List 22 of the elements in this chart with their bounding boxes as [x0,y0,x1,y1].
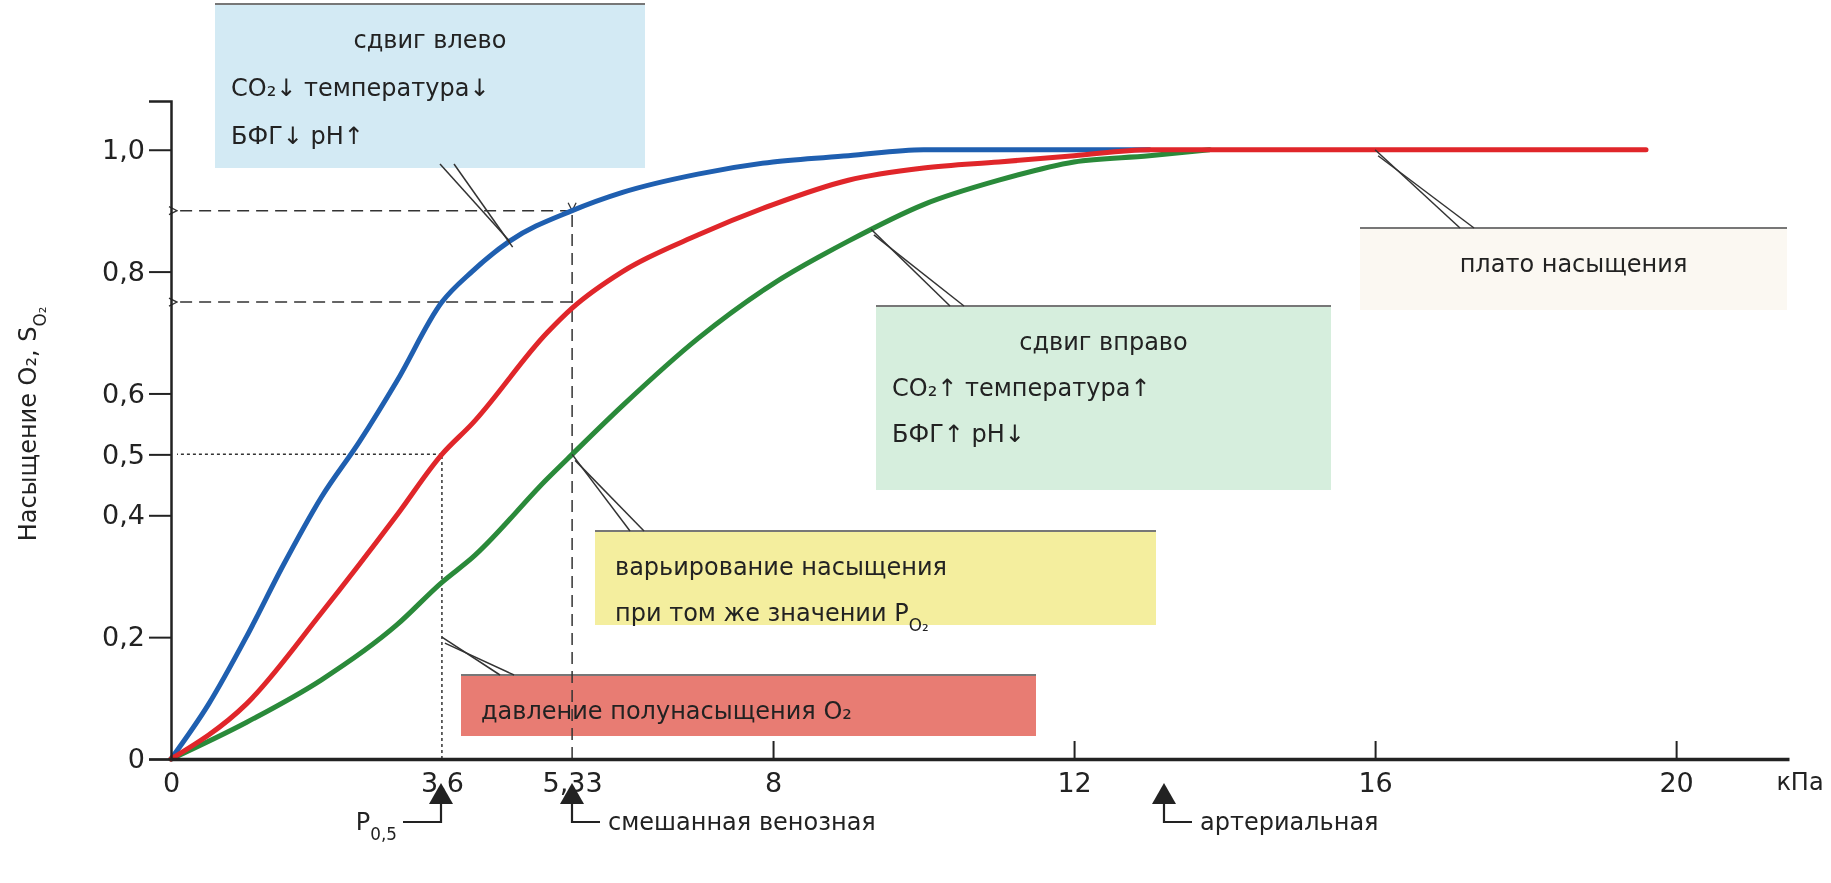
x-tick-label: 0 [162,767,181,799]
text: артериальная [1200,808,1379,836]
x-axis-title: кПа [1776,768,1824,796]
annotation: давление полунасыщения O₂ [481,697,852,725]
y-tick-label: 0,2 [102,621,145,653]
annotation: варьирование насыщения при том же значении P$_{O₂}$ [615,553,947,635]
annotation: сдвиг вправо CO₂↑ температура↑ БФГ↑ pH↓ [892,328,1188,448]
x-tick-label: 12 [1057,767,1092,799]
y-tick-label: 0,6 [102,377,145,409]
y-tick-label: 0,5 [102,438,145,470]
text: смешанная венозная [608,808,876,836]
x-tick-label: 8 [764,767,783,799]
y-tick-label: 0,8 [102,255,145,287]
annotation: сдвиг влево CO₂↓ температура↓ БФГ↓ pH↑ [231,26,507,150]
y-tick-label: 0 [127,743,145,775]
y-tick-label: 1,0 [102,133,145,165]
annotation: плато насыщения [1459,250,1688,278]
x-tick-label: 16 [1358,767,1393,799]
x-tick-label: 20 [1659,767,1694,799]
x-tick-label: 5,33 [542,767,603,799]
text: P$_{0,5}$ [355,808,397,844]
y-tick-label: 0,4 [102,499,145,531]
